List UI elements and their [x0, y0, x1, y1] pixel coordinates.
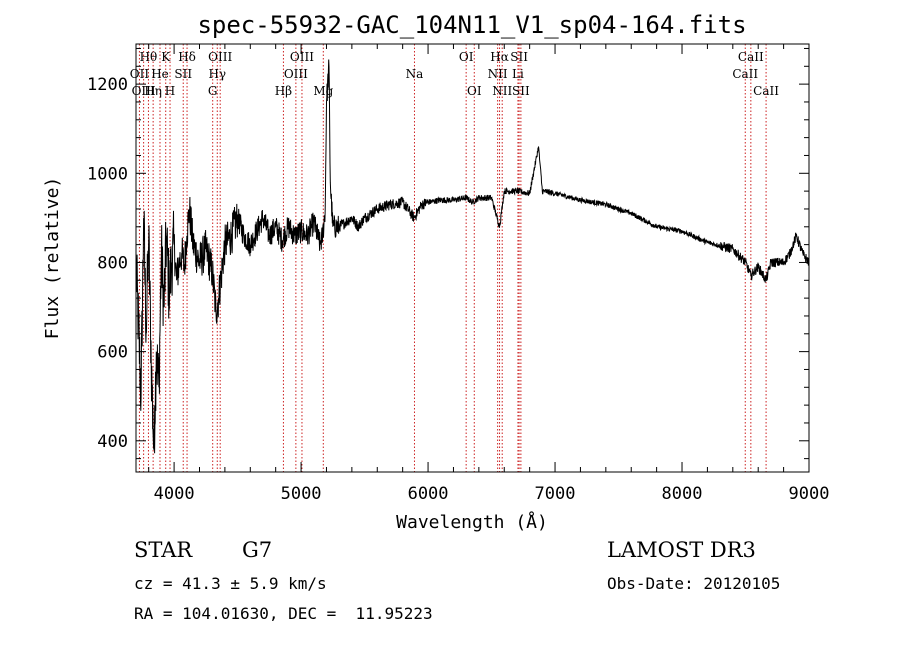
- redshift-readout: cz = 41.3 ± 5.9 km/s: [134, 574, 327, 593]
- line-label: SII: [512, 84, 530, 98]
- line-label: Hγ: [208, 67, 226, 81]
- flux-line: [135, 59, 810, 454]
- x-tick-label: 9000: [789, 484, 830, 504]
- line-label: Hα: [490, 50, 509, 64]
- line-label: K: [161, 50, 171, 64]
- obs-date: Obs-Date: 20120105: [607, 574, 781, 593]
- line-label: Hη: [144, 84, 162, 98]
- line-label: NII: [492, 84, 512, 98]
- plot-frame: [135, 43, 810, 473]
- line-label: He: [151, 67, 169, 81]
- y-tick-label: 1200: [87, 75, 128, 95]
- line-label: OI: [459, 50, 474, 64]
- y-tick-label: 1000: [87, 164, 128, 184]
- line-label: NII: [488, 67, 508, 81]
- line-label: CaII: [732, 67, 758, 81]
- y-tick-label: 800: [97, 253, 128, 273]
- line-label: OIII: [132, 84, 156, 98]
- x-tick-label: 7000: [535, 484, 576, 504]
- flux-series: [135, 59, 810, 454]
- line-label: OIII: [290, 50, 314, 64]
- line-label: SII: [174, 67, 192, 81]
- x-axis-label: Wavelength (Å): [396, 511, 548, 533]
- chart-title: spec-55932-GAC_104N11_V1_sp04-164.fits: [197, 11, 746, 39]
- line-label: OIII: [284, 67, 308, 81]
- line-label: G: [208, 84, 218, 98]
- line-label: OI: [467, 84, 482, 98]
- line-label: OIII: [208, 50, 232, 64]
- y-axis-label: Flux (relative): [42, 177, 63, 340]
- spectral-line-labels: Hθ OII OIII K He Hη SII H Hδ OIII Hγ G OIII OIII Hβ Mg N…: [130, 50, 779, 98]
- survey-name: LAMOST DR3: [607, 538, 756, 562]
- spectral-line-markers: [138, 44, 767, 472]
- x-axis-ticks: 4000 5000 6000 7000 8000 9000: [148, 44, 830, 504]
- subclass: G7: [242, 538, 273, 562]
- line-label: Hδ: [178, 50, 196, 64]
- x-tick-label: 4000: [154, 484, 195, 504]
- x-tick-label: 5000: [281, 484, 322, 504]
- object-type: STAR: [134, 538, 193, 562]
- line-label: CaII: [738, 50, 764, 64]
- line-label: Na: [406, 67, 424, 81]
- line-label: Mg: [313, 84, 333, 98]
- y-tick-label: 600: [97, 343, 128, 363]
- line-label: OII: [130, 67, 150, 81]
- line-label: Hβ: [275, 84, 292, 98]
- x-tick-label: 6000: [408, 484, 449, 504]
- line-label: SII: [510, 50, 528, 64]
- line-label: Li: [512, 67, 524, 81]
- line-label: CaII: [753, 84, 779, 98]
- y-tick-label: 400: [97, 432, 128, 452]
- x-tick-label: 8000: [662, 484, 703, 504]
- line-label: Hθ: [140, 50, 158, 64]
- y-axis-ticks: 400 600 800 1000 1200: [87, 47, 809, 460]
- line-label: H: [165, 84, 175, 98]
- coordinates: RA = 104.01630, DEC = 11.95223: [134, 604, 433, 623]
